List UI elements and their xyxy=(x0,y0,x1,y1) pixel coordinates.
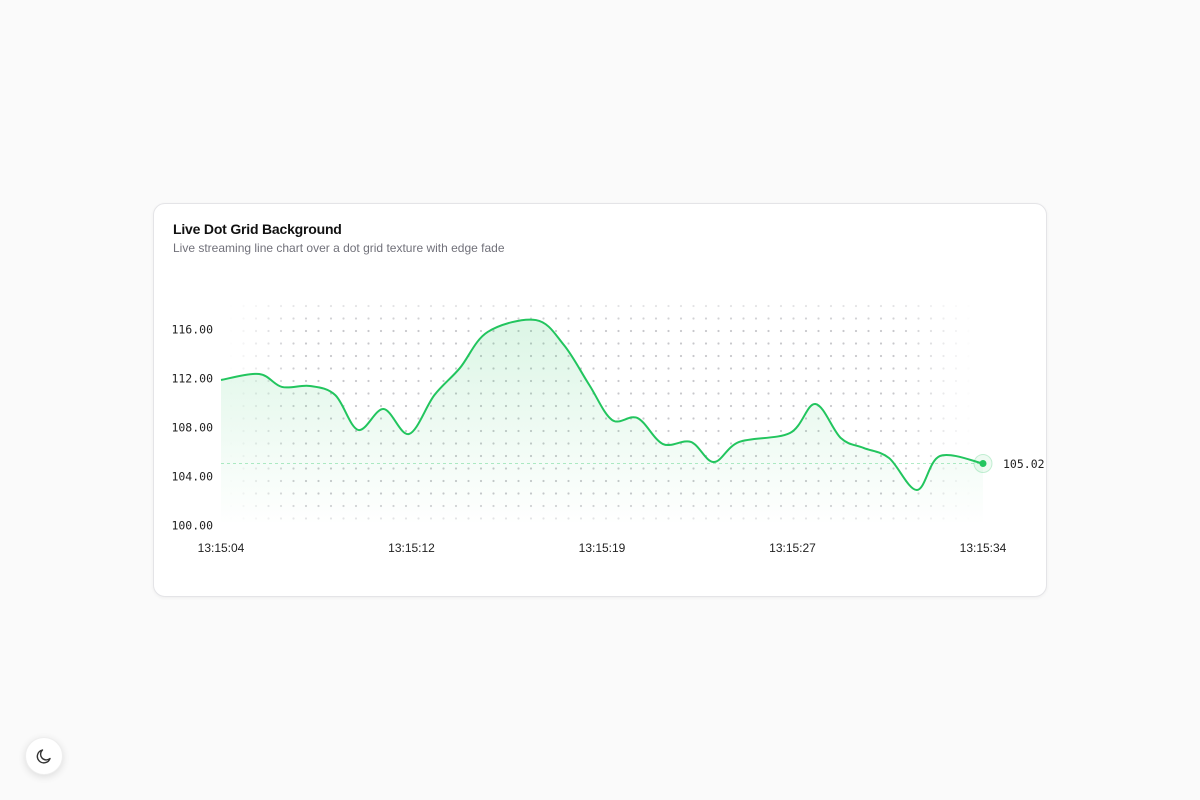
x-tick-label: 13:15:27 xyxy=(769,541,816,555)
x-tick-label: 13:15:12 xyxy=(388,541,435,555)
y-tick-label: 108.00 xyxy=(171,421,213,435)
line xyxy=(220,318,984,491)
x-tick-label: 13:15:04 xyxy=(198,541,245,555)
x-tick-label: 13:15:19 xyxy=(579,541,626,555)
y-tick-label: 104.00 xyxy=(171,470,213,484)
chart-subtitle: Live streaming line chart over a dot gri… xyxy=(173,241,505,255)
x-tick-label: 13:15:34 xyxy=(960,541,1007,555)
theme-toggle[interactable] xyxy=(25,737,63,775)
moon-icon xyxy=(36,749,51,764)
chart-title: Live Dot Grid Background xyxy=(173,221,342,237)
y-tick-label: 112.00 xyxy=(171,372,213,386)
area xyxy=(221,319,983,525)
live-point xyxy=(979,460,987,468)
last-value-label: 105.02 xyxy=(1003,457,1045,471)
y-tick-label: 100.00 xyxy=(171,519,213,533)
y-tick-label: 116.00 xyxy=(171,323,213,337)
